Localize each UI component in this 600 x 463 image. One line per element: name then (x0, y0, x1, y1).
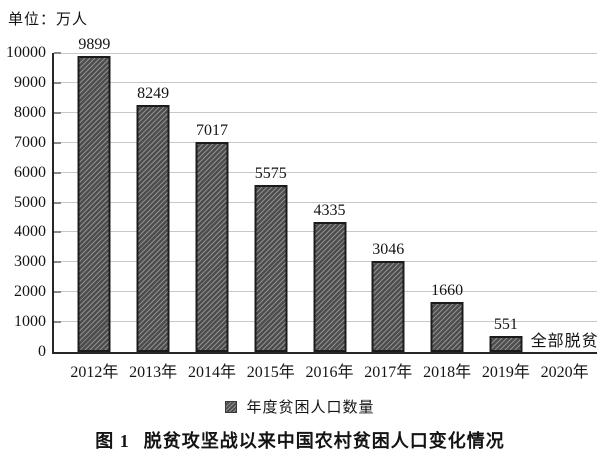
legend: 年度贫困人口数量 (0, 396, 600, 417)
legend-label: 年度贫困人口数量 (246, 400, 375, 416)
gridline (54, 111, 597, 113)
poverty-bar (371, 261, 405, 352)
y-tick-label: 0 (38, 343, 46, 360)
hatch-swatch-icon (225, 400, 238, 413)
y-tick-label: 2000 (14, 283, 46, 301)
y-tick-label: 6000 (14, 163, 46, 181)
x-tick-label: 2016年 (305, 364, 354, 381)
x-tick-label: 2018年 (423, 364, 472, 381)
y-tick-label: 7000 (14, 133, 46, 151)
bar-slot: 7017 (183, 53, 242, 352)
bar-slot: 551 (476, 53, 535, 352)
bar-slot: 9899 (65, 36, 124, 352)
poverty-bar (254, 185, 288, 352)
poverty-bar (136, 105, 170, 352)
y-tick-mark (54, 261, 61, 264)
gridline (54, 81, 597, 83)
caption-title: 脱贫攻坚战以来中国农村贫困人口变化情况 (143, 431, 505, 451)
y-tick-label: 3000 (14, 253, 46, 271)
y-tick-mark (54, 171, 61, 174)
y-tick-label: 5000 (14, 193, 46, 211)
y-tick-mark (54, 52, 61, 54)
poverty-bar (195, 142, 229, 352)
x-tick-label: 2012年 (70, 364, 119, 381)
y-tick-mark (54, 141, 61, 144)
figure-caption: 图 1 脱贫攻坚战以来中国农村贫困人口变化情况 (0, 427, 600, 453)
y-tick-label: 8000 (14, 103, 46, 121)
y-tick-label: 4000 (14, 223, 46, 241)
gridline (54, 171, 597, 173)
bar-value-label: 3046 (372, 241, 405, 258)
x-tick-label: 2019年 (481, 364, 530, 381)
x-tick-label: 2014年 (187, 364, 236, 381)
bar-slot: 8249 (124, 53, 183, 352)
zero-bar-annotation: 全部脱贫 (530, 333, 599, 350)
bar-slot: 3046 (359, 53, 418, 352)
y-tick-mark (54, 81, 61, 84)
caption-figure-label: 图 1 (95, 431, 130, 451)
poverty-bar (430, 302, 464, 352)
y-tick-label: 9000 (14, 73, 46, 91)
x-tick-label: 2020年 (540, 364, 589, 381)
gridline (54, 201, 597, 203)
x-axis-labels: 2012年 2013年 2014年 2015年 2016年 2017年 2018年 2019年… (65, 358, 594, 382)
poverty-bar (489, 336, 523, 352)
poverty-bar (313, 222, 347, 352)
bar-value-label: 7017 (195, 122, 228, 139)
bar-value-label: 8249 (137, 85, 170, 102)
y-tick-mark (54, 231, 61, 234)
y-tick-mark (54, 321, 61, 324)
bars-layer: 9899 8249 7017 5575 4335 3046 1660 551 全部脱贫 (65, 36, 598, 352)
bar-value-label: 5575 (254, 165, 287, 182)
y-tick-mark (54, 291, 61, 294)
bar-value-label: 1660 (431, 282, 464, 299)
bar-slot: 1660 (418, 53, 477, 352)
x-tick-label: 2013年 (129, 364, 178, 381)
bar-slot: 5575 (241, 53, 300, 352)
gridline (54, 141, 597, 143)
bar-slot: 全部脱贫 (531, 53, 598, 352)
poverty-bar (77, 56, 111, 352)
y-tick-label: 10000 (6, 44, 46, 61)
bar-slot: 4335 (300, 53, 359, 352)
gridline (54, 53, 597, 54)
bar-value-label: 551 (493, 316, 518, 333)
bar-value-label: 9899 (78, 36, 111, 53)
x-tick-label: 2015年 (246, 364, 295, 381)
y-tick-mark (54, 201, 61, 204)
x-tick-label: 2017年 (364, 364, 413, 381)
y-tick-mark (54, 111, 61, 114)
unit-label: 单位：万人 (8, 12, 89, 28)
y-tick-label: 1000 (14, 313, 46, 331)
bar-value-label: 4335 (313, 202, 346, 219)
